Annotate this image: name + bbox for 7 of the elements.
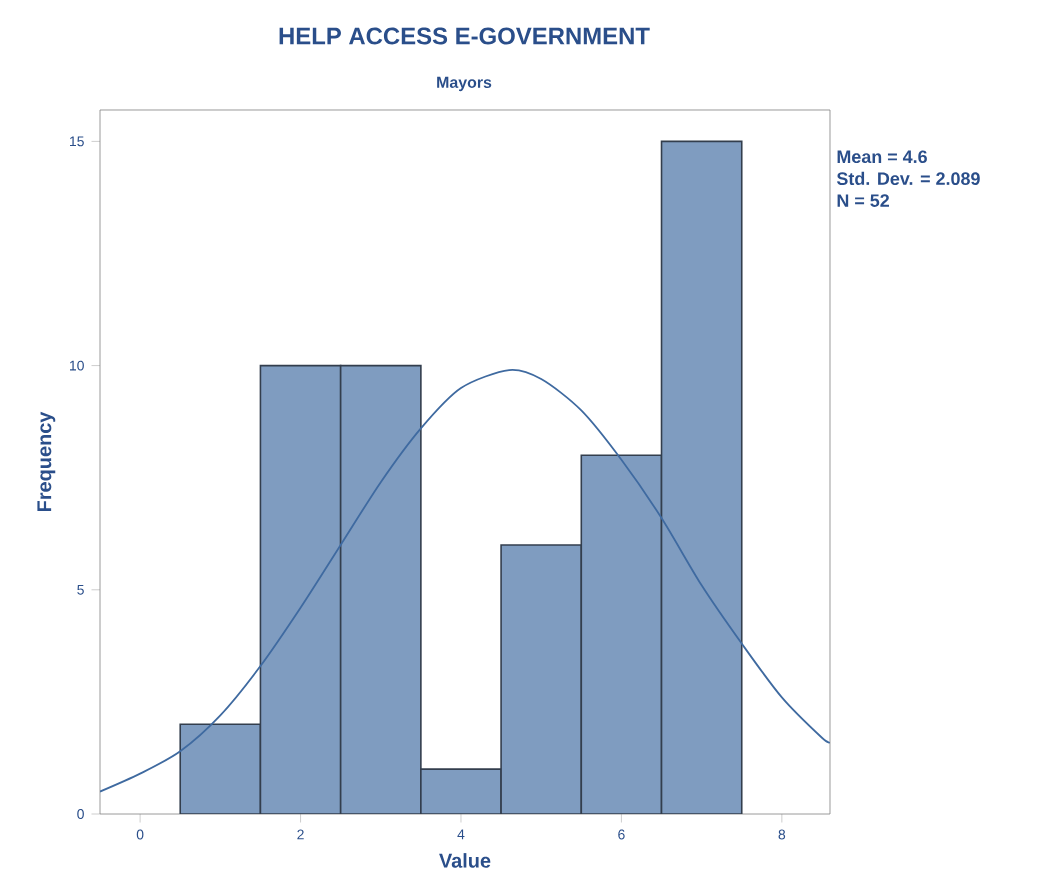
text: Mean = 4.6 — [837, 150, 927, 164]
text: N = 52 — [837, 194, 889, 207]
chart-title: HELP ACCESS E-GOVERNMENT — [279, 27, 650, 45]
line-series — [100, 369, 830, 793]
text: Std. Dev. = 2.089 — [836, 171, 980, 186]
y-axis-title: Frequency — [37, 411, 56, 512]
x-axis-title: Value — [439, 853, 491, 868]
